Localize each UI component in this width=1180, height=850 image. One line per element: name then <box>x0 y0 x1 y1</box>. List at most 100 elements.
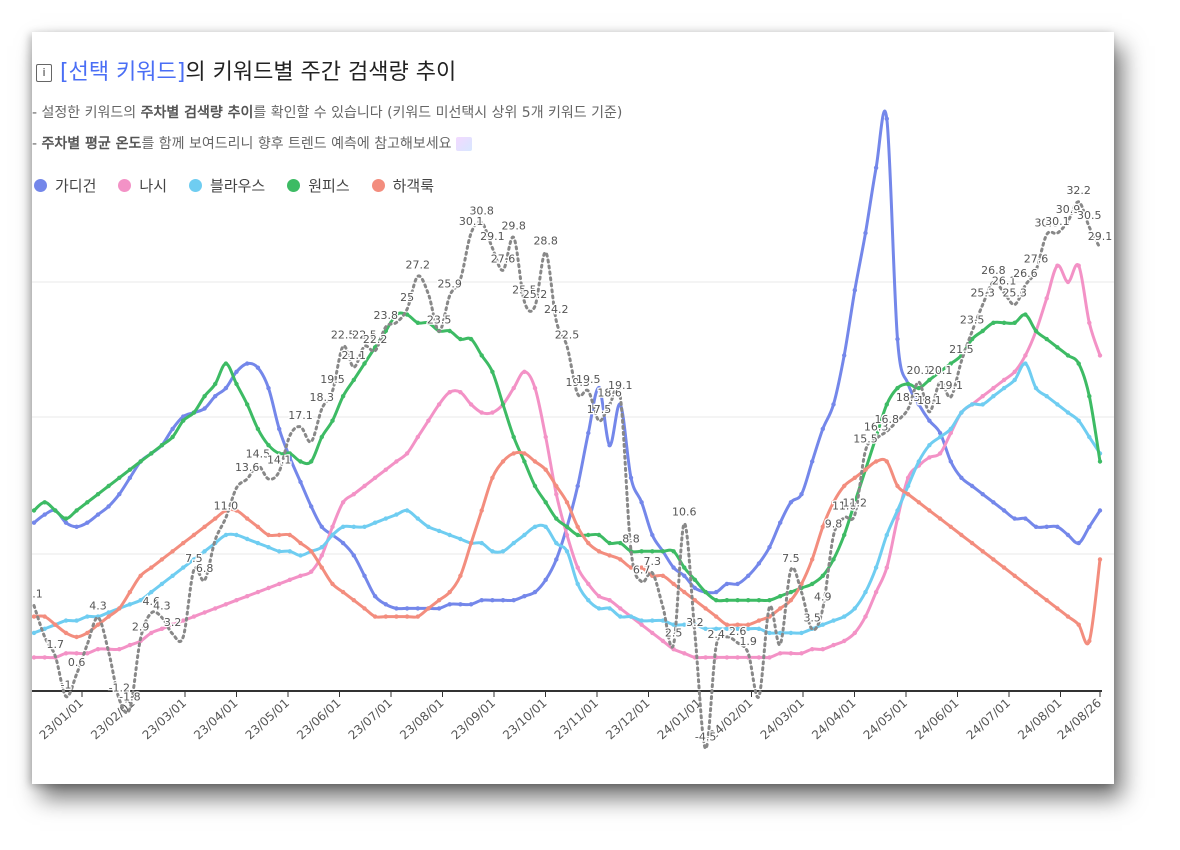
series-point[interactable] <box>660 618 666 623</box>
series-point[interactable] <box>927 377 932 383</box>
series-point[interactable] <box>703 589 708 595</box>
series-point[interactable] <box>660 549 666 554</box>
series-point[interactable] <box>394 606 399 611</box>
series-point[interactable] <box>479 353 484 358</box>
series-point[interactable] <box>1087 524 1092 529</box>
series-point[interactable] <box>1012 320 1017 325</box>
series-point[interactable] <box>543 467 548 472</box>
series-point[interactable] <box>181 565 186 570</box>
series-point[interactable] <box>799 630 804 636</box>
series-point[interactable] <box>436 598 442 603</box>
series-point[interactable] <box>415 434 420 440</box>
series-point[interactable] <box>277 549 282 554</box>
series-point[interactable] <box>959 532 964 538</box>
series-point[interactable] <box>213 381 218 387</box>
series-point[interactable] <box>309 569 314 574</box>
series-point[interactable] <box>223 532 229 538</box>
series-point[interactable] <box>266 385 271 391</box>
series-point[interactable] <box>1044 336 1049 342</box>
series-point[interactable] <box>1033 385 1039 391</box>
temperature-line[interactable] <box>32 200 1102 751</box>
series-point[interactable] <box>842 614 847 619</box>
series-point[interactable] <box>820 524 825 529</box>
series-point[interactable] <box>820 426 825 432</box>
series-point[interactable] <box>1087 394 1092 399</box>
series-point[interactable] <box>340 589 346 595</box>
series-point[interactable] <box>468 602 474 607</box>
series-point[interactable] <box>351 492 356 497</box>
series-point[interactable] <box>1076 418 1081 423</box>
series-point[interactable] <box>905 381 911 387</box>
series-point[interactable] <box>842 638 847 644</box>
series-point[interactable] <box>884 402 889 407</box>
series-point[interactable] <box>362 606 367 611</box>
series-point[interactable] <box>1023 312 1028 317</box>
series-point[interactable] <box>724 626 730 631</box>
series-point[interactable] <box>426 320 431 325</box>
series-point[interactable] <box>340 394 346 399</box>
series-point[interactable] <box>1033 524 1039 529</box>
series-point[interactable] <box>95 647 101 652</box>
series-point[interactable] <box>650 549 655 554</box>
series-point[interactable] <box>202 549 207 554</box>
series-point[interactable] <box>778 520 783 525</box>
series-point[interactable] <box>575 565 580 570</box>
series-point[interactable] <box>106 610 111 615</box>
series-point[interactable] <box>404 606 410 611</box>
series-point[interactable] <box>287 577 292 582</box>
series-point[interactable] <box>1076 622 1081 627</box>
series-point[interactable] <box>959 410 964 415</box>
series-point[interactable] <box>1087 434 1092 440</box>
series-point[interactable] <box>980 492 985 497</box>
series-point[interactable] <box>1012 377 1017 383</box>
series-point[interactable] <box>149 451 154 456</box>
series-point[interactable] <box>330 581 335 587</box>
series-point[interactable] <box>937 369 943 374</box>
series-point[interactable] <box>895 508 900 513</box>
series-point[interactable] <box>1012 516 1017 521</box>
series-point[interactable] <box>490 549 495 554</box>
series-point[interactable] <box>1097 459 1103 464</box>
series-point[interactable] <box>532 483 538 489</box>
series-point[interactable] <box>543 577 548 582</box>
series-point[interactable] <box>138 573 143 578</box>
series-point[interactable] <box>404 508 410 513</box>
series-point[interactable] <box>650 532 655 538</box>
legend-item[interactable]: 하객룩 <box>371 175 434 196</box>
series-point[interactable] <box>234 381 239 387</box>
series-point[interactable] <box>937 516 943 521</box>
series-point[interactable] <box>138 598 143 603</box>
series-point[interactable] <box>309 549 314 554</box>
series-point[interactable] <box>895 516 900 521</box>
series-point[interactable] <box>85 614 90 619</box>
series-point[interactable] <box>842 532 847 538</box>
series-point[interactable] <box>1033 589 1039 595</box>
series-point[interactable] <box>74 618 79 623</box>
series-point[interactable] <box>927 418 932 423</box>
series-point[interactable] <box>714 598 719 603</box>
series-point[interactable] <box>724 598 730 603</box>
series-point[interactable] <box>820 622 825 627</box>
series-point[interactable] <box>575 532 580 538</box>
series-point[interactable] <box>1055 606 1060 611</box>
series-point[interactable] <box>511 434 516 440</box>
series-point[interactable] <box>1065 532 1071 538</box>
series-point[interactable] <box>1044 524 1049 529</box>
series-point[interactable] <box>842 353 847 358</box>
series-point[interactable] <box>554 492 559 497</box>
series-point[interactable] <box>746 626 751 631</box>
series-point[interactable] <box>202 524 207 529</box>
series-point[interactable] <box>596 606 602 611</box>
series-point[interactable] <box>1076 263 1081 268</box>
series-point[interactable] <box>703 626 708 631</box>
series-point[interactable] <box>671 565 676 570</box>
series-point[interactable] <box>916 500 921 505</box>
series-point[interactable] <box>1023 353 1028 358</box>
series-point[interactable] <box>447 390 452 395</box>
series-point[interactable] <box>735 581 740 587</box>
series-point[interactable] <box>980 549 985 554</box>
series-point[interactable] <box>170 434 175 440</box>
series-point[interactable] <box>714 589 719 595</box>
series-point[interactable] <box>927 508 932 513</box>
series-point[interactable] <box>426 418 431 423</box>
